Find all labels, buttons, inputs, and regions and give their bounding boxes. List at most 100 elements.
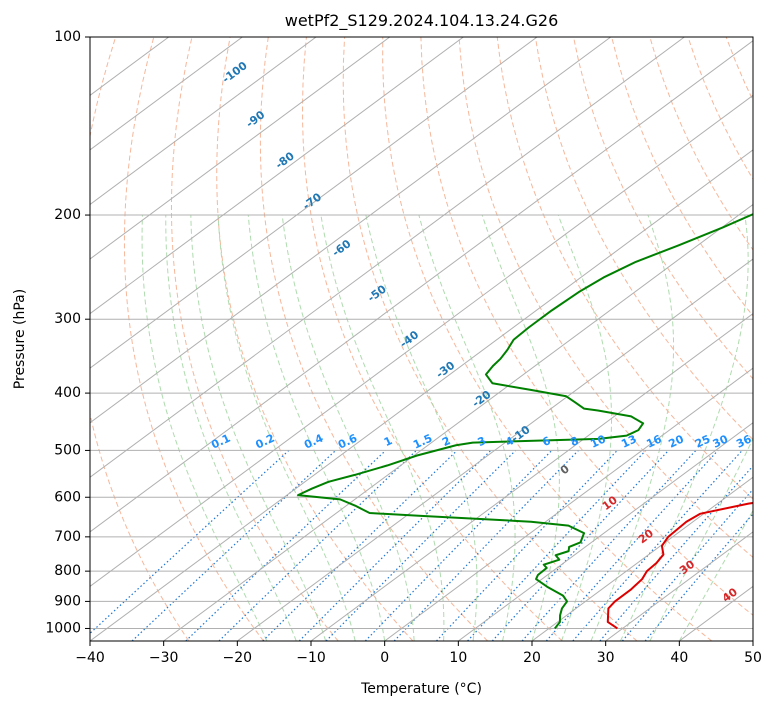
x-tick-label: 10: [449, 650, 467, 666]
mixing-ratio-label: 36: [734, 432, 754, 450]
isotherm-line: [458, 422, 753, 641]
isotherm-line: [90, 37, 685, 478]
y-tick-label: 500: [54, 442, 81, 458]
temperature-line: [606, 501, 753, 630]
isotherm-line: [384, 367, 753, 641]
mixing-ratio-line: [545, 450, 719, 641]
mixing-ratio-line: [435, 450, 618, 641]
moist-adiabat: [281, 214, 415, 641]
mixing-ratio-label: 0.6: [336, 431, 359, 451]
moist-adiabat: [365, 214, 478, 641]
isotherm-label: -60: [330, 237, 354, 259]
isotherm-line: [90, 37, 538, 369]
isopleth-labels: -100-90-80-70-60-50-40-30-20-10010203040…: [209, 59, 754, 605]
x-tick-label: 20: [523, 650, 541, 666]
mixing-ratio-label: 0.4: [302, 431, 325, 451]
isotherm-line: [752, 640, 753, 641]
x-tick-label: −20: [223, 650, 253, 666]
dry-adiabat: [302, 37, 563, 641]
mixing-ratio-line: [325, 449, 517, 641]
y-tick-label: 1000: [45, 620, 81, 636]
dry-adiabat: [342, 37, 638, 641]
moist-adiabat: [141, 215, 268, 641]
isotherm-line: [90, 37, 464, 315]
dewpoint-line: [297, 213, 753, 630]
mixing-ratio-line: [572, 450, 743, 641]
y-axis-label: Pressure (hPa): [12, 289, 28, 389]
moist-adiabat: [481, 214, 560, 641]
isotherm-label: 10: [600, 493, 620, 513]
y-tick-label: 600: [54, 489, 81, 505]
dry-adiabat: [764, 37, 775, 641]
isotherm-label: 0: [558, 462, 572, 477]
isotherm-line: [90, 94, 753, 588]
mixing-ratio-line: [621, 488, 753, 641]
isotherm-line: [605, 531, 753, 641]
mixing-ratio-label: 10: [588, 432, 608, 450]
mixing-ratio-label: 6: [540, 434, 553, 449]
y-tick-label: 200: [54, 207, 81, 223]
moist-adiabat: [619, 214, 749, 641]
y-tick-label: 900: [54, 593, 81, 609]
moist-adiabat: [165, 215, 297, 641]
isotherm-label: -50: [365, 282, 389, 304]
isotherm-label: -40: [398, 328, 422, 350]
dry-adiabat: [170, 37, 339, 641]
isotherm-line: [531, 476, 753, 641]
mixing-ratio-label: 16: [644, 432, 664, 450]
moist-adiabat: [557, 214, 613, 641]
x-tick-label: −10: [296, 650, 326, 666]
mixing-ratio-label: 20: [666, 432, 686, 450]
mixing-ratio-label: 25: [693, 432, 712, 450]
moist-adiabat: [217, 215, 356, 641]
mixing-ratio-line: [218, 449, 417, 641]
isotherm-line: [90, 37, 612, 424]
background-lines: [90, 37, 775, 641]
isotherm-label: -100: [220, 59, 250, 86]
dry-adiabat: [216, 37, 414, 641]
y-tick-label: 400: [54, 385, 81, 401]
isotherm-line: [90, 37, 391, 260]
isotherm-label: 40: [720, 585, 740, 605]
dry-adiabat: [420, 37, 753, 616]
moist-adiabat: [418, 214, 516, 641]
dry-adiabat: [687, 37, 753, 180]
x-tick-label: 40: [670, 650, 688, 666]
x-tick-label: 50: [744, 650, 762, 666]
moist-adiabat: [678, 509, 753, 641]
isotherm-line: [90, 37, 317, 206]
series-layer: [297, 213, 753, 630]
x-tick-label: −30: [149, 650, 179, 666]
mixing-ratio-line: [131, 449, 337, 641]
isotherm-label: 20: [636, 526, 656, 546]
dry-adiabat: [90, 37, 190, 641]
isotherm-line: [310, 312, 753, 641]
isotherm-label: -80: [273, 149, 297, 171]
axes: −40 −30 −20 −10 0 10 20 30 40 5010020030040050060…: [45, 29, 762, 666]
mixing-ratio-line: [90, 449, 290, 635]
y-tick-label: 100: [54, 29, 81, 45]
mixing-ratio-label: 1.5: [411, 432, 434, 452]
moist-adiabat: [590, 214, 675, 641]
x-axis-label: Temperature (°C): [360, 681, 482, 697]
y-tick-label: 800: [54, 563, 81, 579]
moist-adiabat: [190, 215, 327, 641]
mixing-ratio-label: 30: [711, 432, 731, 450]
mixing-ratio-label: 0.1: [209, 432, 232, 452]
moist-adiabat: [649, 437, 753, 641]
isotherm-line: [237, 258, 753, 641]
mixing-ratio-label: 8: [568, 434, 580, 449]
dry-adiabat: [458, 37, 753, 559]
dry-adiabat: [123, 37, 264, 641]
isotherm-label: -90: [244, 108, 268, 130]
isotherm-label: -20: [470, 388, 494, 410]
dry-adiabat: [725, 37, 753, 102]
x-tick-label: −40: [75, 650, 105, 666]
dry-adiabat: [534, 37, 753, 441]
isotherm-line: [163, 203, 753, 641]
isotherm-line: [90, 149, 753, 641]
isotherm-line: [90, 40, 753, 533]
x-tick-label: 0: [380, 650, 389, 666]
